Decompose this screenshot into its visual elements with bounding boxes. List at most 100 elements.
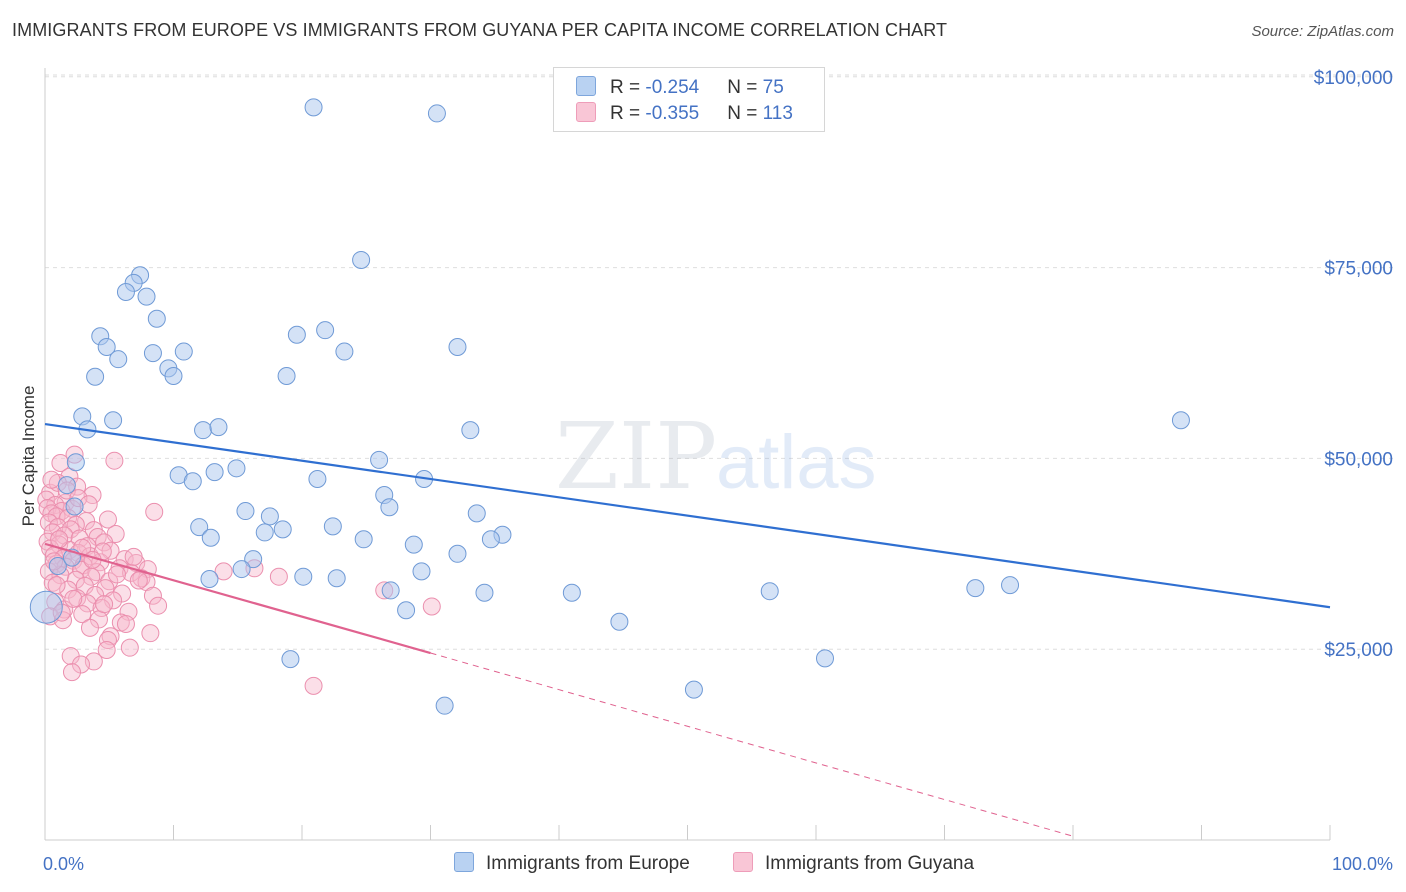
europe-point xyxy=(562,583,581,602)
guyana-point xyxy=(422,597,441,616)
europe-point xyxy=(380,498,399,517)
guyana-swatch xyxy=(576,102,596,122)
watermark-atlas: atlas xyxy=(716,420,877,505)
europe-point xyxy=(147,309,166,328)
guyana-point xyxy=(80,618,99,637)
guyana-point xyxy=(304,676,323,695)
europe-point xyxy=(109,350,128,369)
europe-point xyxy=(201,528,220,547)
guyana-point xyxy=(97,640,116,659)
legend-item-europe: Immigrants from Europe xyxy=(454,852,690,875)
europe-point xyxy=(194,421,213,440)
europe-legend-swatch xyxy=(454,852,474,872)
y-tick-label: $50,000 xyxy=(1324,449,1393,470)
guyana-point xyxy=(101,541,120,560)
guyana-point xyxy=(116,615,135,634)
europe-point xyxy=(137,287,156,306)
europe-point xyxy=(294,567,313,586)
europe-point xyxy=(66,453,85,472)
x-tick-label: 100.0% xyxy=(1332,854,1393,874)
europe-point xyxy=(467,504,486,523)
europe-point xyxy=(273,520,292,539)
guyana-point xyxy=(120,638,139,657)
europe-point xyxy=(1171,411,1190,430)
europe-point xyxy=(610,612,629,631)
y-tick-label: $25,000 xyxy=(1324,640,1393,661)
europe-point xyxy=(304,98,323,117)
trend-lines xyxy=(44,422,1331,837)
x-tick-label: 0.0% xyxy=(43,854,84,874)
europe-point xyxy=(174,342,193,361)
europe-point xyxy=(475,583,494,602)
europe-point xyxy=(1001,576,1020,595)
guyana-trend-line xyxy=(44,542,431,655)
europe-point xyxy=(404,535,423,554)
guyana-point xyxy=(62,663,81,682)
guyana-point xyxy=(64,589,83,608)
guyana-point xyxy=(141,624,160,643)
guyana-point xyxy=(66,570,85,589)
guyana-point xyxy=(39,513,58,532)
europe-point xyxy=(412,562,431,581)
europe-point xyxy=(190,518,209,537)
guyana-trend-extension xyxy=(430,652,1074,837)
europe-point xyxy=(65,497,84,516)
legend-row-europe: R = -0.254 N = 75 xyxy=(576,76,784,100)
europe-r-value: -0.254 xyxy=(645,77,700,98)
europe-point xyxy=(481,530,500,549)
guyana-legend-swatch xyxy=(733,852,753,872)
europe-point xyxy=(281,650,300,669)
europe-n-value: 75 xyxy=(762,77,784,98)
europe-point xyxy=(308,470,327,489)
europe-point xyxy=(435,696,454,715)
guyana-point xyxy=(124,547,143,566)
guyana-point xyxy=(83,486,102,505)
europe-point xyxy=(143,344,162,363)
europe-trend-line xyxy=(44,422,1331,609)
tick-labels: $25,000 $50,000 $75,000 $100,000 0.0% 100.0% xyxy=(43,68,1393,874)
europe-point xyxy=(227,459,246,478)
guyana-point xyxy=(113,584,132,603)
europe-point xyxy=(86,367,105,386)
y-tick-label: $100,000 xyxy=(1314,68,1393,89)
europe-point xyxy=(966,579,985,598)
europe-swatch xyxy=(576,76,596,96)
europe-point xyxy=(116,283,135,302)
europe-point xyxy=(287,325,306,344)
guyana-point xyxy=(107,565,126,584)
guyana-point xyxy=(98,631,117,650)
guyana-point xyxy=(95,595,114,614)
europe-point xyxy=(461,421,480,440)
europe-point xyxy=(104,411,123,430)
guyana-point xyxy=(145,502,164,521)
europe-point xyxy=(427,104,446,123)
europe-point xyxy=(335,342,354,361)
y-tick-label: $75,000 xyxy=(1324,259,1393,280)
europe-point xyxy=(815,649,834,668)
europe-point xyxy=(448,337,467,356)
y-axis-title: Per Capita Income xyxy=(19,386,38,527)
europe-point xyxy=(255,523,274,542)
europe-point xyxy=(323,517,342,536)
europe-point xyxy=(29,590,63,624)
guyana-point xyxy=(269,567,288,586)
guyana-point xyxy=(71,655,90,674)
europe-point xyxy=(232,560,251,579)
europe-point xyxy=(260,507,279,526)
guyana-point xyxy=(105,451,124,470)
guyana-point xyxy=(47,576,66,595)
europe-point xyxy=(448,544,467,563)
guyana-point xyxy=(42,470,61,489)
guyana-point xyxy=(73,605,92,624)
guyana-point xyxy=(214,562,233,581)
watermark-zip: ZIP xyxy=(555,403,717,510)
europe-point xyxy=(200,569,219,588)
europe-point xyxy=(370,450,389,469)
guyana-point xyxy=(149,596,168,615)
europe-point xyxy=(381,581,400,600)
europe-point xyxy=(397,601,416,620)
europe-point xyxy=(164,366,183,385)
europe-point xyxy=(316,321,335,340)
guyana-point xyxy=(98,510,117,529)
europe-point xyxy=(183,472,202,491)
